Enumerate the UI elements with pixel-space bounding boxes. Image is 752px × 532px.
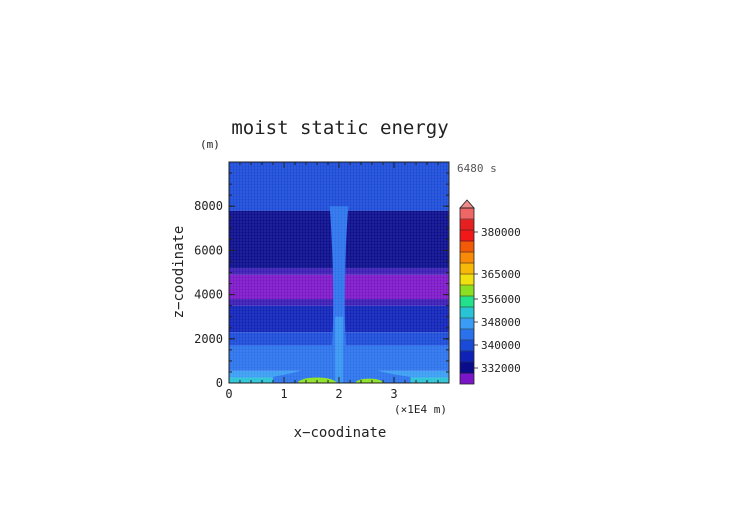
x-tick-label: 3	[390, 387, 397, 401]
axes: 0 1 2 3 0 2000 4000 6000 8000	[194, 161, 449, 401]
colorbar-segment-5	[460, 318, 474, 330]
colorbar-segment-8	[460, 285, 474, 297]
y-tick-label: 6000	[194, 243, 223, 257]
y-tick-label: 8000	[194, 199, 223, 213]
colorbar-segment-0	[460, 373, 474, 384]
time-label: 6480 s	[457, 162, 497, 175]
y-axis-label: z−coodinate	[171, 226, 187, 319]
colorbar-segment-7	[460, 296, 474, 308]
column-core	[335, 316, 343, 383]
colorbar-segment-4	[460, 329, 474, 341]
colorbar-segment-9	[460, 274, 474, 286]
colorbar-segment-2	[460, 351, 474, 363]
y-unit-label: (m)	[200, 138, 220, 151]
heatmap-band-9	[229, 162, 449, 211]
y-tick-label: 4000	[194, 288, 223, 302]
y-tick-label: 2000	[194, 332, 223, 346]
colorbar-label: 356000	[481, 293, 521, 306]
central-convective-column	[273, 206, 411, 383]
y-tick-label: 0	[216, 376, 223, 390]
colorbar-extend-arrow	[459, 199, 475, 209]
colorbar-segment-3	[460, 340, 474, 352]
colorbar: 332000 340000 348000 356000 365000 380000	[459, 199, 521, 385]
colorbar-segment-1	[460, 362, 474, 374]
colorbar-segment-10	[460, 263, 474, 275]
heatmap-plot	[229, 162, 449, 383]
colorbar-segment-11	[460, 252, 474, 264]
colorbar-label: 380000	[481, 226, 521, 239]
colorbar-segment-15	[460, 208, 474, 220]
colorbar-segment-14	[460, 219, 474, 231]
colorbar-segment-13	[460, 230, 474, 242]
x-axis-label: x−coodinate	[294, 425, 387, 441]
colorbar-segment-12	[460, 241, 474, 253]
x-tick-label: 2	[335, 387, 342, 401]
chart-title: moist static energy	[231, 117, 448, 139]
colorbar-label: 332000	[481, 362, 521, 375]
x-tick-label: 1	[280, 387, 287, 401]
x-tick-label: 0	[225, 387, 232, 401]
colorbar-segment-6	[460, 307, 474, 319]
colorbar-label: 340000	[481, 339, 521, 352]
surface-warm-right	[355, 378, 383, 383]
x-unit-label: (×1E4 m)	[394, 403, 447, 416]
colorbar-label: 348000	[481, 316, 521, 329]
colorbar-label: 365000	[481, 268, 521, 281]
